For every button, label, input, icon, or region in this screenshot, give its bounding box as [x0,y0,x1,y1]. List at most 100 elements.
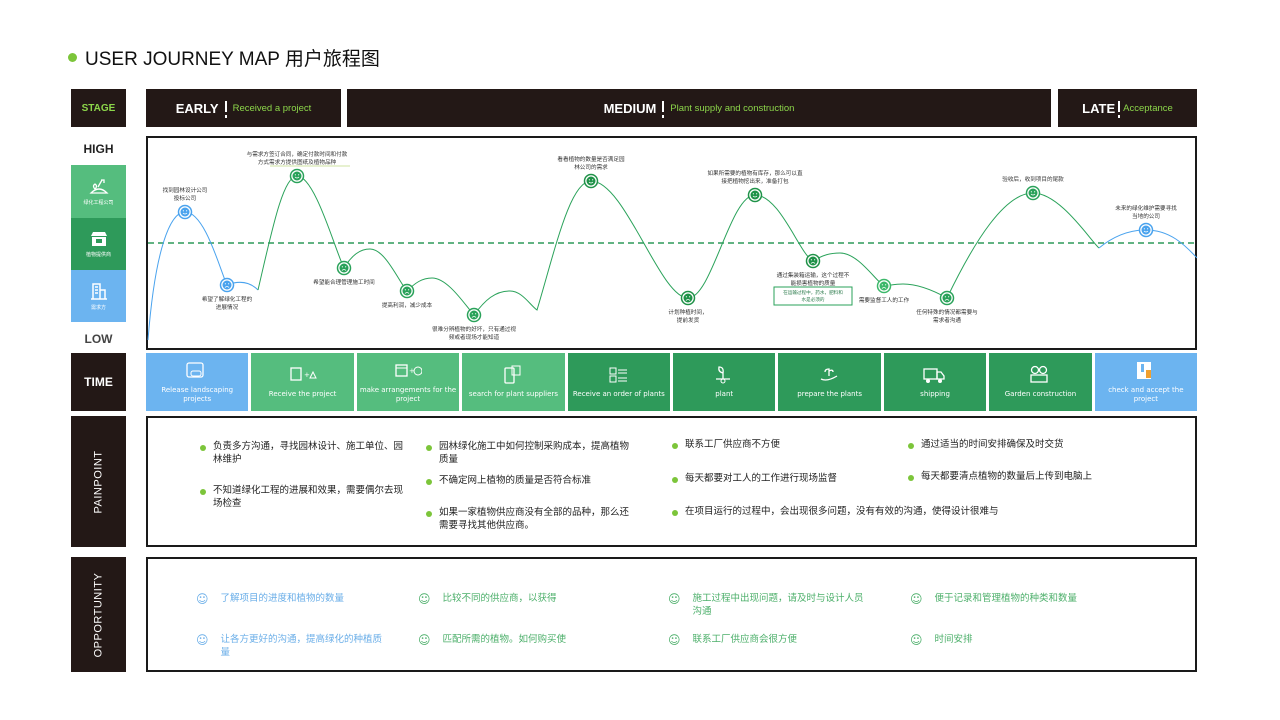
opportunity-text: 比较不同的供应商，以获得 [442,593,557,604]
role-label: 需求方 [90,304,106,311]
time-step: search for plant suppliers [462,353,565,411]
opportunity-text: 让各方更好的沟通，提高绿化的种植质量 [220,634,383,658]
painpoint-text: 不确定网上植物的质量是否符合标准 [439,475,592,486]
journey-node-sad [805,253,821,269]
stage-early: EARLY Received a project [146,89,341,127]
journey-label: 提前发货 [677,316,700,324]
time-step: + Receive the project [251,353,354,411]
journey-node-happy [747,187,763,203]
smile-icon: ☺ [668,633,681,647]
painpoint-text: 联系工厂供应商不方便 [685,439,781,450]
journey-note-box [773,286,853,306]
building-icon [90,282,107,300]
stage-desc: Plant supply and construction [670,102,795,114]
journey-label: 通过集装箱运输，这个过程不 [777,271,850,279]
time-step-label: Garden construction [1004,390,1077,399]
journey-node-happy [1138,222,1154,238]
journey-note: 水是必须的 [802,296,825,303]
role-label: 绿化工程公司 [83,200,114,206]
time-step: shipping [883,353,987,411]
stage-label: STAGE [71,89,126,127]
opportunity-text: 施工过程中出现问题，请及时与设计人员沟通 [692,593,864,617]
painpoint-item: 通过适当的时间安排确保及时交货 [908,439,1128,452]
smile-face-icon [750,190,760,200]
painpoint-item: 负责多方沟通，寻找园林设计、施工单位、园林维护 [200,441,410,467]
bullet-icon [426,479,432,485]
painpoint-item: 园林绿化施工中如何控制采购成本，提高植物质量 [426,441,636,467]
journey-node-happy [177,204,193,220]
stage-separator [1118,101,1121,115]
painpoint-text: 负责多方沟通，寻找园林设计、施工单位、园林维护 [213,441,404,465]
journey-label: 未来的绿化维护需要寻找 [1115,204,1177,212]
calendar-icon: + [395,364,423,377]
time-step: Release landscaping projects [146,353,249,411]
journey-label: 希望了解绿化工程的 [202,295,253,303]
smile-face-icon [586,176,596,186]
journey-label: 需要监督工人的工作 [859,296,910,304]
opportunity-item: ☺ 时间安排 [910,634,1150,647]
painpoint-item: 如果一家植物供应商没有全部的品种，那么还需要寻找其他供应商。 [426,507,636,533]
journey-note: 在运输过程中，药水，肥料和 [783,289,843,296]
opportunity-panel [146,557,1197,672]
bullet-icon [200,445,206,451]
journey-label: 任何特殊的情况都需要与 [916,308,978,316]
blueprint-icon: + [289,367,317,382]
gardener-icon [88,179,109,194]
painpoint-panel [146,416,1197,547]
journey-label: 找到园林设计公司 [163,186,208,194]
painpoint-text: 不知道绿化工程的进展和效果，需要偶尔去现场检查 [213,485,404,509]
svg-text:+: + [409,367,415,375]
journey-label: 需求者沟通 [933,316,961,324]
trees-icon [1030,366,1049,384]
journey-node-sad [680,290,696,306]
time-step-label: Receive the project [268,390,337,399]
bullet-icon [672,510,678,516]
role-demander: 需求方 [71,270,126,322]
checklist-icon [609,367,627,383]
painpoint-text: 园林绿化施工中如何控制采购成本，提高植物质量 [439,441,630,465]
frown-face-icon [942,293,952,303]
smile-icon: ☺ [668,592,681,606]
journey-node-sad [399,283,415,299]
high-label: HIGH [83,142,114,156]
role-plant-supplier: 植物提供商 [71,218,126,270]
journey-label: 与需求方签订合同，确定付款时间和付款 [247,150,348,158]
journey-node-sad [876,278,892,294]
stage-medium: MEDIUM Plant supply and construction [347,89,1051,127]
time-step-label: prepare the plants [797,390,862,399]
journey-label: 提高利润，减少成本 [382,301,433,309]
time-step: Garden construction [989,353,1092,411]
opportunity-label: OPPORTUNITY [71,557,126,672]
painpoint-text: 如果一家植物供应商没有全部的品种，那么还需要寻找其他供应商。 [439,507,630,531]
bullet-icon [200,489,206,495]
frown-face-icon [222,280,232,290]
opportunity-text: 了解项目的进度和植物的数量 [220,593,345,604]
journey-label: 林公司的需求 [574,163,608,171]
painpoint-item: 不确定网上植物的质量是否符合标准 [426,475,636,488]
journey-label: 能损害植物的质量 [791,279,836,287]
smile-icon: ☺ [910,633,923,647]
phone-search-icon [504,365,521,385]
shop-icon [90,231,107,246]
stage-desc: Received a project [232,102,312,114]
time-step-label: check and accept the project [1108,385,1184,403]
journey-label: 当地的公司 [1132,212,1160,220]
journey-label: 频或者现场才能知道 [449,333,500,341]
frown-face-icon [402,286,412,296]
planting-icon [716,366,731,384]
frown-face-icon [808,256,818,266]
journey-node-sad [219,277,235,293]
role-landscaping-company: 绿化工程公司 [71,165,126,218]
stage-name: EARLY [175,100,219,116]
document-icon [186,362,204,378]
time-step-label: plant [715,390,734,399]
journey-label: 希望能合理管理施工时间 [313,278,375,286]
hand-plant-icon [820,368,837,382]
painpoint-text: 每天都要对工人的工作进行现场监督 [685,473,838,484]
painpoint-text: 每天都要清点植物的数量后上传到电脑上 [921,471,1093,482]
painpoint-text: 通过适当的时间安排确保及时交货 [921,439,1064,450]
painpoint-text: 在项目运行的过程中，会出现很多问题，没有有效的沟通，使得设计很难与 [685,506,999,517]
journey-label: 进展情况 [216,303,239,311]
opportunity-item: ☺ 让各方更好的沟通，提高绿化的种植质量 [196,634,386,660]
time-step: check and accept the project [1094,353,1198,411]
